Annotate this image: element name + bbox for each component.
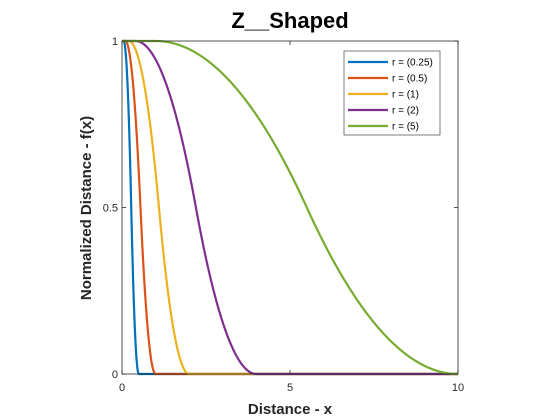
x-axis: 0 5 10 (119, 41, 464, 394)
series-line-4 (122, 39, 458, 376)
x-axis-label: Distance - x (248, 401, 333, 418)
y-axis-label: Normalized Distance - f(x) (78, 116, 95, 300)
legend-entry-1: r = (0.5) (392, 74, 427, 85)
legend: r = (0.25) r = (0.5) r = (1) r = (2) r = (5) (343, 50, 441, 136)
legend-entry-2: r = (1) (392, 90, 419, 101)
y-tick-label: 1 (112, 36, 118, 48)
legend-entry-3: r = (2) (392, 106, 419, 117)
y-axis: 00.51 (103, 36, 458, 381)
x-tick-label: 5 (287, 382, 293, 394)
x-tick-label: 0 (119, 382, 125, 394)
legend-entry-0: r = (0.25) (392, 58, 433, 69)
chart-title: Z__Shaped (231, 8, 348, 33)
y-tick-label: 0.5 (103, 203, 118, 215)
x-tick-label: 10 (452, 382, 464, 394)
legend-entry-4: r = (5) (392, 122, 419, 133)
y-tick-label: 0 (112, 369, 118, 381)
